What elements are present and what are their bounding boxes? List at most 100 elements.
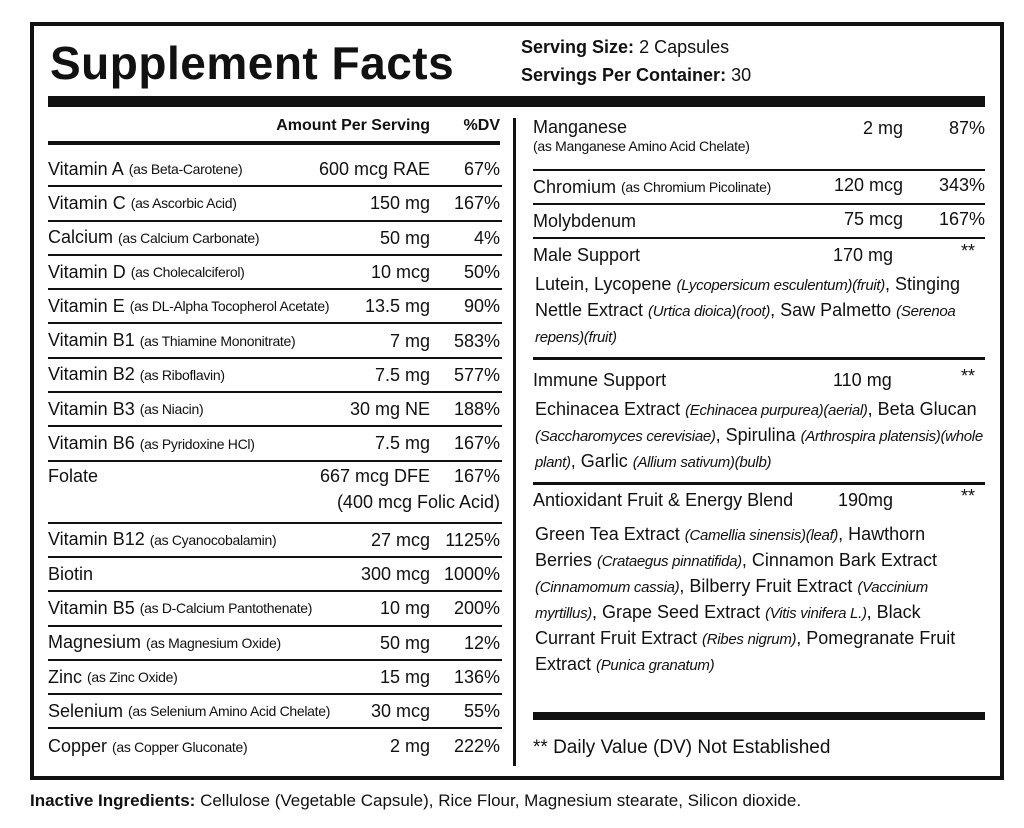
botanical-source: (Vitis vinifera L.) (765, 605, 867, 622)
blend-dv: ** (960, 366, 975, 386)
nutrient-source: (as Magnesium Oxide) (146, 634, 281, 651)
amount: 7 mg (389, 330, 430, 351)
nutrient-row: Manganese (as Manganese Amino Acid Chelat… (533, 114, 985, 171)
nutrient-name: Magnesium (48, 632, 142, 653)
amount: 600 mcg RAE (318, 159, 430, 179)
nutrient-row: Vitamin B2 (as Riboflavin) 7.5 mg 577% (48, 359, 502, 394)
footnote: ** Daily Value (DV) Not Established (533, 737, 831, 758)
serving-size: Serving Size: 2 Capsules (521, 37, 729, 58)
blend-ingredients: Lutein, Lycopene (Lycopersicum esculentu… (535, 272, 983, 350)
ingredient: Green Tea Extract (535, 524, 685, 544)
left-table: Vitamin A (as Beta-Carotene) 600 mcg RAE 67… (48, 153, 502, 765)
ingredient: , Spirulina (715, 425, 801, 445)
thick-rule (533, 712, 985, 720)
daily-value: 222% (453, 735, 500, 756)
servings-value: 30 (731, 65, 752, 85)
amount: 30 mg NE (349, 399, 430, 420)
blend-amount: 190mg (838, 490, 894, 510)
ingredient: , Beta Glucan (867, 399, 977, 419)
nutrient-source: (as Niacin) (139, 401, 204, 418)
ingredient: , Garlic (570, 451, 633, 471)
nutrient-row: Folate 667 mcg DFE 167% (400 mcg Folic Acid… (48, 462, 502, 524)
serving-size-label: Serving Size: (521, 37, 635, 57)
amount: 2 mg (389, 735, 430, 756)
inactive-text: Cellulose (Vegetable Capsule), Rice Flou… (200, 791, 802, 810)
nutrient-name: Calcium (48, 227, 114, 248)
nutrient-row: Magnesium (as Magnesium Oxide) 50 mg 12% (48, 627, 502, 661)
daily-value: 55% (463, 701, 500, 722)
amount: 300 mcg (360, 564, 430, 584)
botanical-source: (Lycopersicum esculentum)(fruit) (676, 277, 885, 294)
nutrient-row: Vitamin C (as Ascorbic Acid) 150 mg 167% (48, 187, 502, 222)
botanical-source: (Cinnamomum cassia) (535, 579, 680, 596)
amount: 50 mg (379, 227, 430, 248)
nutrient-row: Vitamin B12 (as Cyanocobalamin) 27 mcg 1125… (48, 524, 502, 558)
ingredient: , Black Currant Fruit Extract (535, 602, 921, 648)
nutrient-source: (as Cholecalciferol) (130, 264, 245, 281)
amount: 10 mcg (370, 261, 430, 282)
nutrient-name: Vitamin C (48, 192, 126, 213)
amount: 150 mg (369, 193, 430, 214)
daily-value: 167% (453, 193, 500, 214)
botanical-source: (Camellia sinensis)(leaf) (684, 527, 839, 544)
nutrient-name: Zinc (48, 666, 83, 687)
ingredient: , Stinging Nettle Extract (535, 274, 961, 320)
col-dv: %DV (463, 117, 500, 134)
right-table: Manganese (as Manganese Amino Acid Chelat… (533, 114, 985, 714)
amount: 2 mg (862, 118, 903, 138)
daily-value: 4% (473, 227, 500, 248)
nutrient-row: Vitamin E (as DL-Alpha Tocopherol Acetate… (48, 290, 502, 325)
daily-value: 1125% (445, 529, 500, 550)
ingredient: , Cinnamon Bark Extract (741, 550, 937, 570)
ingredient: , Grape Seed Extract (592, 602, 766, 622)
nutrient-name: Vitamin B1 (48, 330, 135, 351)
nutrient-source: (as Copper Gluconate) (112, 738, 248, 755)
nutrient-name: Biotin (48, 563, 94, 584)
amount: 7.5 mg (374, 364, 430, 385)
nutrient-name: Vitamin E (48, 295, 125, 316)
nutrient-name: Vitamin D (48, 261, 126, 282)
daily-value: 577% (453, 364, 500, 385)
botanical-source: (Urtica dioica)(root) (648, 303, 771, 320)
title: Supplement Facts (50, 37, 455, 89)
daily-value: 167% (453, 433, 500, 454)
botanical-source: (Vaccinium myrtillus) (535, 579, 929, 622)
nutrient-name: Manganese (533, 117, 628, 137)
daily-value: 50% (463, 261, 500, 282)
nutrient-row: Selenium (as Selenium Amino Acid Chelate)… (48, 695, 502, 730)
nutrient-source: (as D-Calcium Pantothenate) (139, 600, 313, 617)
blend: Immune Support 110 mg ** Echinacea Extract … (533, 366, 985, 485)
botanical-source: (Saccharomyces cerevisiae) (535, 428, 716, 445)
botanical-source: (Punica granatum) (596, 657, 715, 674)
daily-value: 200% (453, 598, 500, 619)
nutrient-row: Calcium (as Calcium Carbonate) 50 mg 4% (48, 222, 502, 256)
daily-value: 343% (938, 175, 985, 195)
blend-dv: ** (960, 486, 975, 506)
botanical-source: (Echinacea purpurea)(aerial) (685, 402, 868, 419)
nutrient-row: Vitamin B1 (as Thiamine Mononitrate) 7 mg 5… (48, 325, 502, 359)
nutrient-row: Vitamin B6 (as Pyridoxine HCl) 7.5 mg 167% (48, 427, 502, 462)
amount: 75 mcg (843, 209, 903, 229)
amount: 7.5 mg (374, 433, 430, 454)
amount: 50 mg (379, 632, 430, 653)
botanical-source: (Crataegus pinnatifida) (597, 553, 742, 570)
amount: 27 mcg (370, 529, 430, 550)
daily-value: 167% (938, 209, 985, 229)
botanical-source: (Ribes nigrum) (702, 631, 797, 648)
blend-amount: 110 mg (833, 370, 892, 390)
nutrient-row: Molybdenum 75 mcg 167% (533, 205, 985, 239)
amount: 15 mg (379, 666, 430, 687)
blend-ingredients: Green Tea Extract (Camellia sinensis)(le… (535, 522, 983, 678)
nutrient-row: Zinc (as Zinc Oxide) 15 mg 136% (48, 661, 502, 696)
nutrient-row: Vitamin D (as Cholecalciferol) 10 mcg 50% (48, 256, 502, 291)
inactive-ingredients: Inactive Ingredients: Cellulose (Vegetab… (30, 791, 801, 811)
daily-value: 12% (463, 632, 500, 653)
nutrient-row: Copper (as Copper Gluconate) 2 mg 222% (48, 730, 502, 764)
blend-amount: 170 mg (833, 245, 894, 265)
ingredient: , Saw Palmetto (770, 300, 897, 320)
amount: 13.5 mg (364, 296, 430, 317)
daily-value: 583% (453, 330, 500, 351)
nutrient-name: Vitamin B6 (48, 433, 135, 454)
botanical-source: (Serenoa repens)(fruit) (535, 303, 956, 346)
